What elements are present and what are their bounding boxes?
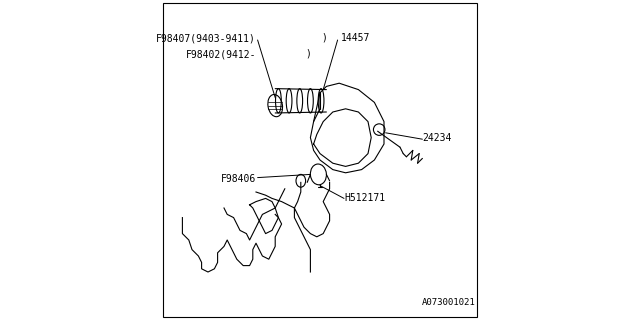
Text: 14457: 14457	[340, 33, 370, 44]
Text: F98407(9403-9411): F98407(9403-9411)	[156, 33, 256, 44]
Text: F98406: F98406	[221, 174, 256, 184]
Text: F98402(9412-: F98402(9412-	[186, 49, 256, 60]
Text: ): )	[322, 33, 328, 43]
Text: 24234: 24234	[422, 132, 452, 143]
Text: H512171: H512171	[344, 193, 385, 204]
Text: A073001021: A073001021	[422, 298, 475, 307]
Text: ): )	[306, 49, 312, 59]
